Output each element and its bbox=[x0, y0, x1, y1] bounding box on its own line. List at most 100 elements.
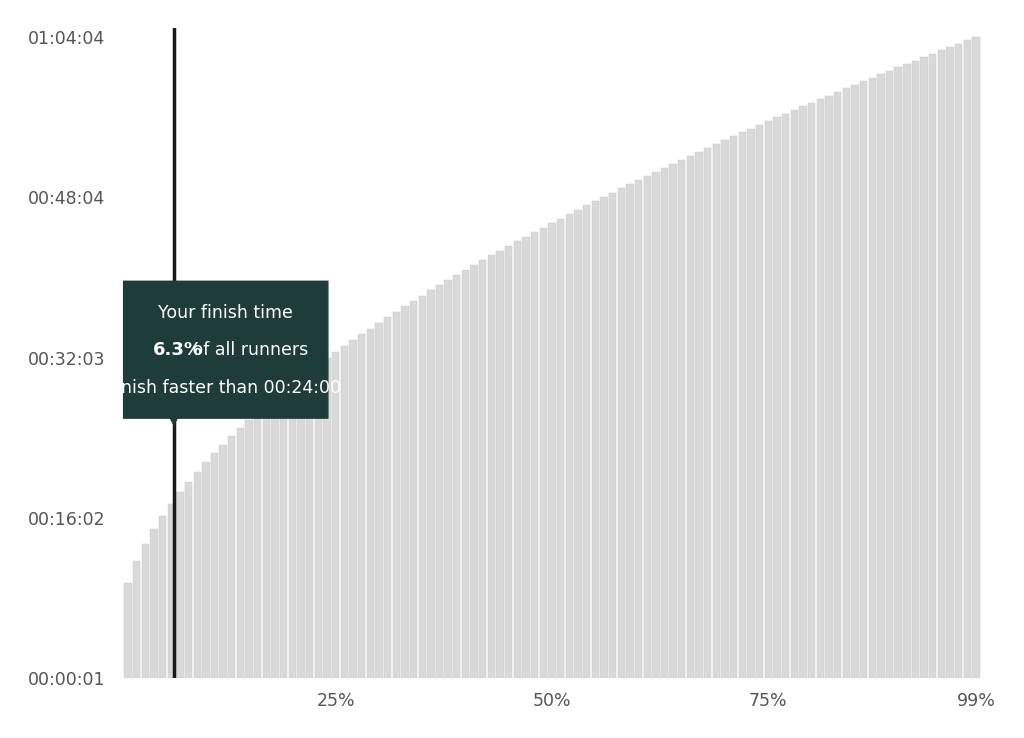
Bar bbox=[973, 37, 980, 678]
Bar bbox=[929, 54, 937, 678]
Bar bbox=[444, 280, 452, 678]
Bar bbox=[955, 44, 963, 678]
Bar bbox=[237, 428, 244, 678]
Bar bbox=[600, 197, 607, 678]
Bar bbox=[765, 121, 772, 678]
Text: Your finish time: Your finish time bbox=[159, 304, 293, 322]
Bar bbox=[800, 106, 807, 678]
Bar bbox=[782, 114, 790, 678]
Bar bbox=[738, 133, 746, 678]
Bar bbox=[687, 156, 694, 678]
Bar bbox=[341, 346, 348, 678]
Bar bbox=[773, 117, 780, 678]
Bar bbox=[479, 261, 486, 678]
Bar bbox=[194, 472, 201, 678]
Text: 6.3%: 6.3% bbox=[154, 341, 203, 359]
Bar bbox=[401, 306, 409, 678]
Bar bbox=[202, 463, 210, 678]
Bar bbox=[678, 159, 685, 678]
Polygon shape bbox=[170, 416, 178, 425]
Bar bbox=[306, 371, 313, 678]
Bar bbox=[124, 583, 132, 678]
Bar bbox=[297, 378, 305, 678]
Bar bbox=[168, 503, 175, 678]
Bar bbox=[427, 290, 434, 678]
Bar bbox=[670, 164, 677, 678]
Bar bbox=[151, 529, 158, 678]
Bar bbox=[627, 184, 634, 678]
Bar bbox=[886, 71, 893, 678]
Bar bbox=[946, 47, 953, 678]
Bar bbox=[289, 384, 296, 678]
Bar bbox=[816, 99, 824, 678]
Bar bbox=[349, 340, 356, 678]
Bar bbox=[487, 255, 496, 678]
Bar bbox=[660, 168, 669, 678]
Bar bbox=[219, 445, 227, 678]
Bar bbox=[505, 246, 512, 678]
Bar bbox=[211, 453, 218, 678]
Bar bbox=[470, 265, 478, 678]
Bar bbox=[705, 148, 712, 678]
Bar bbox=[617, 188, 625, 678]
Bar bbox=[825, 95, 833, 678]
Bar bbox=[522, 237, 529, 678]
Bar bbox=[314, 365, 322, 678]
FancyBboxPatch shape bbox=[124, 281, 328, 418]
Bar bbox=[652, 172, 659, 678]
Bar bbox=[263, 405, 270, 678]
Bar bbox=[280, 391, 288, 678]
Bar bbox=[254, 413, 261, 678]
Bar bbox=[410, 301, 417, 678]
Bar bbox=[843, 89, 850, 678]
Bar bbox=[635, 180, 642, 678]
Bar bbox=[964, 41, 971, 678]
Bar bbox=[141, 544, 148, 678]
Bar bbox=[748, 128, 755, 678]
Bar bbox=[808, 103, 815, 678]
Bar bbox=[176, 492, 183, 678]
Bar bbox=[938, 50, 945, 678]
Bar bbox=[730, 137, 737, 678]
Bar bbox=[756, 125, 763, 678]
Bar bbox=[462, 270, 469, 678]
Bar bbox=[548, 223, 556, 678]
Bar bbox=[921, 57, 928, 678]
Bar bbox=[565, 214, 573, 678]
Bar bbox=[358, 334, 366, 678]
Bar bbox=[895, 67, 902, 678]
Bar bbox=[540, 227, 547, 678]
Bar bbox=[392, 311, 400, 678]
Bar bbox=[419, 296, 426, 678]
Bar bbox=[531, 232, 539, 678]
Bar bbox=[903, 64, 910, 678]
Bar bbox=[583, 205, 590, 678]
Bar bbox=[609, 193, 616, 678]
Bar bbox=[375, 323, 383, 678]
Bar bbox=[454, 275, 461, 678]
Bar bbox=[860, 81, 867, 678]
Text: finish faster than 00:24:00: finish faster than 00:24:00 bbox=[111, 379, 341, 397]
Bar bbox=[878, 75, 885, 678]
Bar bbox=[324, 359, 331, 678]
Bar bbox=[384, 317, 391, 678]
Bar bbox=[851, 85, 858, 678]
Bar bbox=[497, 251, 504, 678]
Bar bbox=[228, 436, 236, 678]
Bar bbox=[246, 421, 253, 678]
Bar bbox=[185, 482, 193, 678]
Bar bbox=[557, 218, 564, 678]
Bar bbox=[367, 328, 374, 678]
Bar bbox=[713, 144, 720, 678]
Bar bbox=[332, 352, 339, 678]
Bar bbox=[868, 77, 876, 678]
Bar bbox=[592, 201, 599, 678]
Bar bbox=[695, 152, 702, 678]
Bar bbox=[911, 61, 920, 678]
Bar bbox=[271, 399, 279, 678]
Bar bbox=[722, 140, 729, 678]
Bar bbox=[834, 92, 842, 678]
Bar bbox=[791, 110, 798, 678]
Bar bbox=[159, 516, 166, 678]
Bar bbox=[514, 241, 521, 678]
